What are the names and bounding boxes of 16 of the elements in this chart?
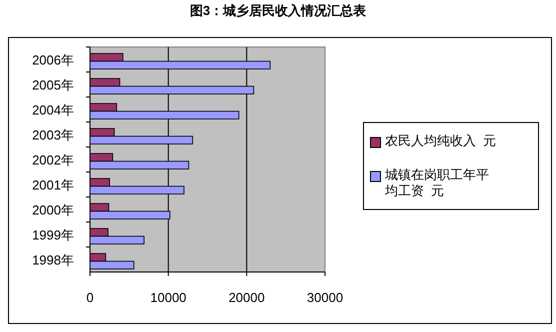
x-tick-label: 30000 bbox=[306, 290, 344, 305]
y-tick-label: 2006年 bbox=[32, 52, 74, 68]
x-tick-label: 20000 bbox=[228, 290, 265, 305]
y-tick-label: 2004年 bbox=[32, 102, 74, 118]
y-tick-label: 2005年 bbox=[32, 78, 74, 92]
y-tick-label: 2001年 bbox=[32, 178, 74, 192]
y-tick-label: 2003年 bbox=[32, 128, 74, 142]
chart-title: 图3：城乡居民收入情况汇总表 bbox=[190, 3, 368, 18]
x-tick-label: 10000 bbox=[150, 290, 186, 305]
y-tick-label: 2000年 bbox=[32, 202, 74, 218]
legend-label: 城镇在岗职工年平均工资 元 bbox=[385, 167, 490, 199]
y-tick-label: 1999年 bbox=[32, 228, 74, 242]
legend-label: 农民人均纯收入 元 bbox=[385, 133, 496, 149]
y-tick-label: 1998年 bbox=[32, 252, 74, 268]
x-tick-label: 0 bbox=[86, 290, 94, 305]
y-tick-label: 2002年 bbox=[32, 152, 74, 168]
